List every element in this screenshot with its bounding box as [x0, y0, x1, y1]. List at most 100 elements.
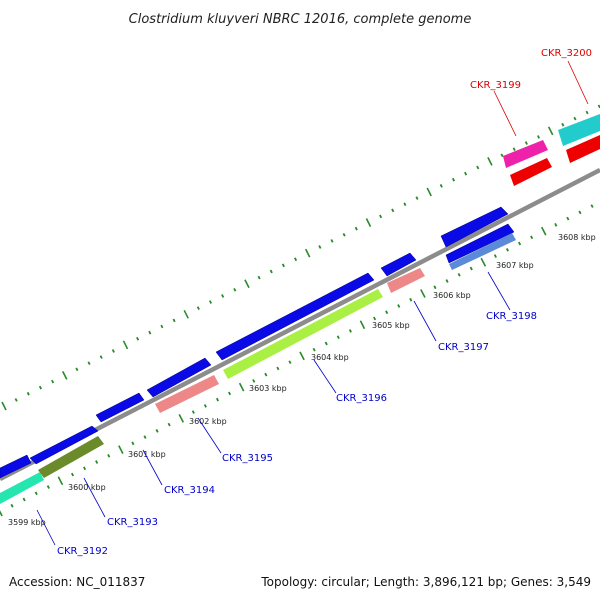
- minor-tick: [493, 254, 497, 258]
- gene-label-ckr-3194[interactable]: CKR_3194: [164, 485, 215, 496]
- minor-tick: [397, 304, 401, 308]
- minor-tick: [342, 232, 346, 237]
- major-tick: [365, 218, 372, 227]
- gene-ckr-3193-fwd[interactable]: [29, 425, 99, 465]
- minor-tick: [155, 428, 159, 433]
- gene-ckr-3198b-fwd[interactable]: [445, 223, 515, 264]
- minor-tick: [221, 294, 225, 298]
- minor-tick: [228, 391, 232, 396]
- minor-tick: [294, 257, 298, 262]
- gene-label-ckr-3193[interactable]: CKR_3193: [107, 517, 158, 528]
- inner-tick-row: [0, 204, 594, 517]
- gene-ckr-3197-fwd[interactable]: [380, 252, 417, 277]
- leader-ckr-3193: [83, 477, 106, 518]
- gene-label-ckr-3192[interactable]: CKR_3192: [57, 546, 108, 557]
- minor-tick: [318, 245, 322, 249]
- gene-ckr-3199-misc[interactable]: [503, 140, 548, 168]
- minor-tick: [385, 310, 389, 315]
- reverse-strand-genes: [503, 114, 600, 186]
- minor-tick: [330, 239, 334, 243]
- minor-tick: [83, 466, 87, 471]
- minor-tick: [99, 355, 103, 359]
- kbp-label: 3604 kbp: [311, 353, 349, 362]
- leader-ckr-3194: [142, 449, 163, 486]
- leader-ckr-3199: [493, 90, 517, 137]
- major-tick: [0, 510, 3, 517]
- minor-tick: [131, 441, 135, 446]
- gene-ckr-3200[interactable]: [566, 135, 600, 163]
- minor-tick: [373, 316, 377, 321]
- major-tick: [244, 279, 250, 289]
- minor-tick: [46, 485, 50, 489]
- kbp-label: 3599 kbp: [8, 518, 46, 527]
- minor-tick: [34, 491, 38, 496]
- major-tick: [420, 289, 426, 298]
- minor-tick: [196, 306, 200, 311]
- feature-ckr-3195[interactable]: [155, 375, 219, 413]
- minor-tick: [451, 177, 456, 182]
- minor-tick: [512, 147, 516, 152]
- minor-tick: [233, 287, 237, 292]
- gene-label-ckr-3196[interactable]: CKR_3196: [336, 393, 387, 404]
- minor-tick: [524, 141, 528, 145]
- minor-tick: [70, 472, 75, 477]
- minor-tick: [518, 241, 522, 246]
- leader-ckr-3195: [197, 417, 222, 454]
- major-tick: [1, 401, 7, 411]
- minor-tick: [415, 196, 419, 200]
- feature-ckr-3193[interactable]: [38, 436, 104, 478]
- major-tick: [61, 371, 68, 380]
- major-tick: [118, 445, 124, 454]
- gene-label-ckr-3197[interactable]: CKR_3197: [438, 342, 489, 353]
- gene-ckr-3199[interactable]: [510, 158, 552, 186]
- minor-tick: [336, 335, 340, 340]
- gene-ckr-3196-fwd[interactable]: [215, 272, 375, 361]
- major-tick: [304, 248, 311, 258]
- gene-ckr-3198-fwd[interactable]: [440, 206, 509, 248]
- minor-tick: [136, 336, 140, 341]
- minor-tick: [10, 503, 14, 508]
- major-tick: [547, 126, 554, 136]
- major-tick: [540, 226, 547, 236]
- minor-tick: [148, 330, 152, 335]
- minor-tick: [391, 208, 395, 213]
- gene-ckr-3195-fwd[interactable]: [146, 357, 212, 398]
- gene-ckr-3200-misc[interactable]: [558, 114, 600, 146]
- accession-text: Accession: NC_011837: [9, 575, 145, 589]
- leader-lines: [36, 60, 589, 546]
- minor-tick: [215, 397, 220, 402]
- minor-tick: [312, 347, 316, 352]
- kbp-label: 3603 kbp: [249, 384, 287, 393]
- gene-label-ckr-3200[interactable]: CKR_3200: [541, 48, 592, 59]
- feature-ckr-3197[interactable]: [387, 268, 425, 293]
- gene-labels: CKR_3192 CKR_3193 CKR_3194 CKR_3195 CKR_…: [57, 48, 592, 557]
- gene-label-ckr-3195[interactable]: CKR_3195: [222, 453, 273, 464]
- gene-ckr-3194-fwd[interactable]: [95, 392, 145, 423]
- kbp-label: 3605 kbp: [372, 321, 410, 330]
- major-tick: [57, 476, 64, 486]
- minor-tick: [38, 385, 42, 390]
- minor-tick: [281, 263, 285, 268]
- major-tick: [359, 320, 366, 330]
- leader-ckr-3192: [36, 509, 56, 546]
- minor-tick: [433, 285, 437, 290]
- minor-tick: [252, 379, 256, 383]
- major-tick: [299, 351, 305, 361]
- gene-label-ckr-3198[interactable]: CKR_3198: [486, 311, 537, 322]
- minor-tick: [111, 349, 115, 353]
- feature-ckr-3198[interactable]: [449, 233, 516, 270]
- gene-label-ckr-3199[interactable]: CKR_3199: [470, 80, 521, 91]
- feature-ckr-3196[interactable]: [223, 289, 383, 379]
- kbp-label: 3601 kbp: [128, 450, 166, 459]
- gene-ckr-3192-fwd[interactable]: [0, 454, 32, 479]
- minor-tick: [500, 153, 504, 158]
- major-tick: [183, 309, 189, 319]
- minor-tick: [354, 226, 358, 231]
- minor-tick: [590, 204, 594, 208]
- minor-tick: [348, 329, 352, 333]
- kbp-scale: 3599 kbp 3600 kbp 3601 kbp 3602 kbp 3603…: [8, 233, 596, 527]
- minor-tick: [439, 184, 443, 188]
- outer-tick-row: [1, 104, 600, 411]
- major-tick: [178, 414, 185, 423]
- feature-ckr-3192[interactable]: [0, 472, 44, 504]
